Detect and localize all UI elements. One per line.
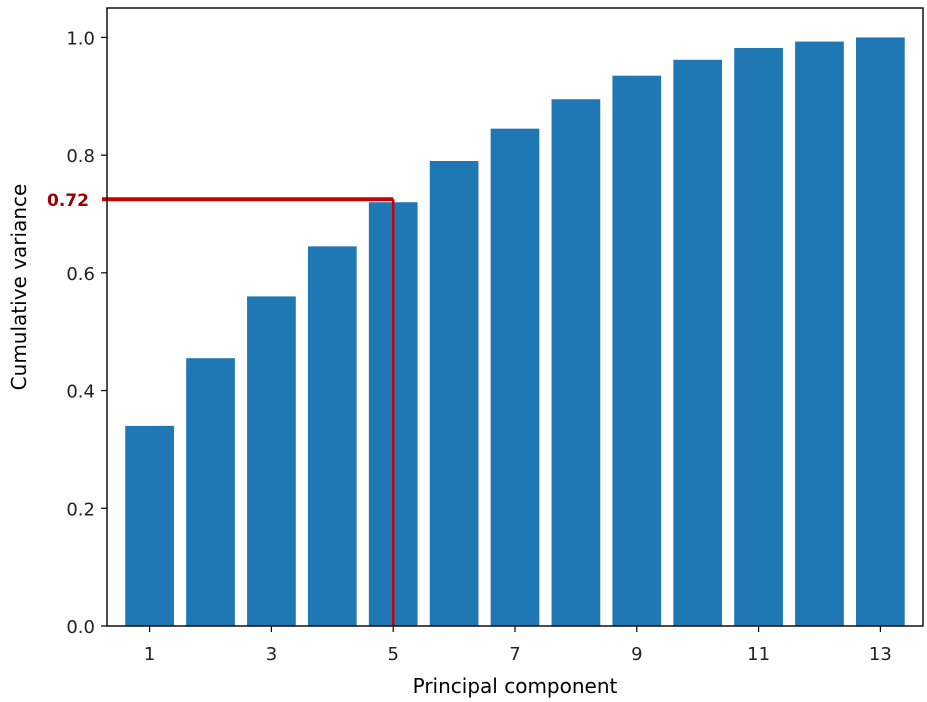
x-tick-label: 7 [509, 644, 520, 665]
x-tick-label: 1 [144, 644, 155, 665]
y-tick-label: 0.8 [66, 146, 95, 167]
bars-layer [125, 37, 905, 627]
y-axis-ticks: 0.0 0.2 0.4 0.6 0.8 1.0 [66, 28, 107, 638]
x-tick-label: 3 [266, 644, 277, 665]
y-tick-label: 0.2 [66, 499, 95, 520]
bar-7 [490, 128, 540, 626]
annotation-label: 0.72 [47, 191, 89, 211]
x-tick-label: 5 [387, 644, 398, 665]
bar-4 [307, 246, 357, 626]
bar-10 [673, 59, 723, 626]
y-tick-label: 1.0 [66, 28, 95, 49]
x-axis-label: Principal component [413, 674, 618, 698]
y-axis-label: Cumulative variance [7, 184, 31, 391]
x-axis-ticks: 1 3 5 7 9 11 13 [144, 626, 892, 665]
bar-9 [612, 75, 662, 626]
bar-11 [734, 48, 783, 627]
y-tick-label: 0.0 [66, 617, 95, 638]
bar-12 [795, 41, 844, 626]
bar-3 [247, 296, 296, 626]
x-tick-label: 11 [747, 644, 770, 665]
bar-2 [186, 358, 235, 626]
bar-1 [125, 425, 174, 626]
bar-8 [551, 99, 601, 626]
plot-frame [106, 7, 924, 627]
annotation-layer: 0.72 [47, 191, 395, 626]
x-tick-label: 9 [631, 644, 642, 665]
x-tick-label: 13 [869, 644, 892, 665]
y-tick-label: 0.6 [66, 264, 95, 285]
y-tick-label: 0.4 [66, 382, 95, 403]
bar-6 [429, 161, 479, 626]
bar-13 [856, 37, 905, 626]
